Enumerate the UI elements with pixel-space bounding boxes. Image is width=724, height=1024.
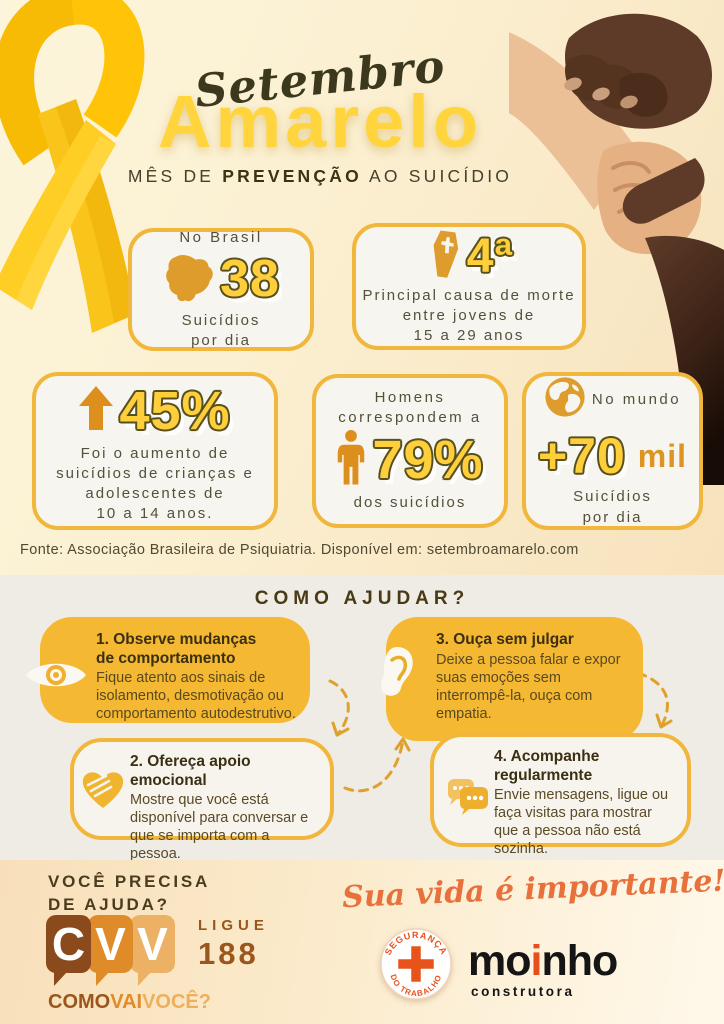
help-card-body: Deixe a pessoa falar e expor suas emoçõe…	[436, 651, 621, 722]
stat-card-brazil: No Brasil 38 Suicídios por dia	[128, 228, 314, 351]
brand-logo: moinho construtora	[468, 937, 618, 1000]
help-card-observe: 1. Observe mudanças de comportamento Fiq…	[26, 617, 310, 723]
stat-value: +70	[537, 428, 626, 485]
brand-subtitle: construtora	[471, 984, 575, 999]
help-card-listen: 3. Ouça sem julgar Deixe a pessoa falar …	[381, 617, 643, 741]
cvv-letter: V	[137, 918, 168, 970]
stat-caption: dos suicídios	[353, 494, 467, 512]
stat-card-cause-of-death: 4ª Principal causa de morte entre jovens…	[352, 223, 586, 350]
stat-caption: Foi o aumento de suicídios de crianças e…	[56, 444, 254, 523]
cvv-logo: C V V	[46, 915, 175, 986]
red-cross-icon	[395, 943, 437, 985]
cvv-letter-v1: V	[88, 915, 133, 986]
help-card-title: 4. Acompanhe regularmente	[494, 748, 600, 784]
ligue-label: LIGUE	[198, 917, 269, 934]
how-to-help-section: COMO AJUDAR? 1. Observe mudanças de com	[0, 575, 724, 862]
clasped-hands-image	[504, 0, 724, 485]
stat-label: Homens correspondem a	[338, 389, 482, 426]
header-title-block: Setembro Amarelo MÊS DE PREVENÇÃO AO SUI…	[118, 39, 522, 187]
brand-part1: mo	[468, 937, 531, 985]
tagline-como: COMO	[48, 991, 111, 1013]
eye-icon	[24, 657, 88, 698]
help-card-followup: 4. Acompanhe regularmente Envie mensagen…	[430, 733, 691, 857]
subtitle: MÊS DE PREVENÇÃO AO SUICÍDIO	[118, 166, 522, 187]
cvv-letter: C	[51, 918, 86, 970]
stat-unit: mil	[637, 437, 688, 474]
help-card-body: Fique atento aos sinais de isolamento, d…	[96, 670, 296, 723]
subtitle-post: AO SUICÍDIO	[361, 166, 513, 186]
cvv-tagline: COMOVAIVOCÊ?	[48, 991, 211, 1014]
top-section: Setembro Amarelo MÊS DE PREVENÇÃO AO SUI…	[0, 0, 724, 575]
cvv-letter-c: C	[46, 915, 91, 986]
help-card-title: 3. Ouça sem julgar	[436, 631, 574, 648]
globe-icon	[544, 376, 586, 423]
cvv-letter: V	[95, 918, 126, 970]
footer-section: VOCÊ PRECISA DE AJUDA? C V V LIGUE 188 C…	[0, 860, 724, 1024]
stat-value: 4ª	[466, 229, 514, 283]
stat-card-men: Homens correspondem a 79% dos suicídios	[312, 374, 508, 528]
stat-caption: Principal causa de morte entre jovens de…	[362, 286, 576, 345]
tagline-vai: VAI	[110, 991, 143, 1013]
brand-part2: i	[530, 937, 543, 985]
stat-caption: Suicídios por dia	[181, 312, 261, 350]
stat-card-increase: 45% Foi o aumento de suicídios de crianç…	[32, 372, 278, 530]
help-card-body: Envie mensagens, ligue ou faça visitas p…	[494, 787, 669, 858]
stat-card-world: No mundo +70 mil Suicídios por dia	[522, 372, 703, 530]
help-card-support: 2. Ofereça apoio emocional Mostre que vo…	[70, 738, 334, 862]
help-card-title: 2. Ofereça apoio emocional	[130, 753, 251, 789]
tagline-voce: VOCÊ?	[142, 991, 211, 1013]
cvv-letter-v2: V	[130, 915, 175, 986]
brand-name: moinho	[468, 937, 618, 985]
help-section-title: COMO AJUDAR?	[254, 588, 470, 609]
brazil-map-icon	[162, 252, 214, 307]
stat-label: No Brasil	[179, 228, 263, 246]
need-help-heading: VOCÊ PRECISA DE AJUDA?	[48, 872, 211, 914]
brand-part3: nho	[541, 937, 618, 985]
source-citation: Fonte: Associação Brasileira de Psiquiat…	[20, 542, 579, 558]
stat-value: 79%	[372, 430, 484, 491]
yellow-ribbon-icon	[0, 0, 163, 342]
stat-value: 38	[220, 250, 280, 308]
phone-number: 188	[198, 936, 259, 971]
ear-icon	[378, 645, 416, 704]
stat-caption: Suicídios por dia	[573, 488, 652, 526]
person-icon	[336, 429, 366, 491]
safety-badge: SEGURANÇA DO TRABALHO	[380, 928, 452, 1000]
chat-bubbles-icon	[444, 777, 490, 824]
slogan-text: Sua vida é importante!	[341, 863, 724, 916]
main-title: Amarelo	[157, 80, 483, 163]
subtitle-bold: PREVENÇÃO	[222, 166, 362, 186]
stat-value: 45%	[119, 380, 231, 441]
hotline-number: LIGUE 188	[198, 917, 269, 972]
stat-label: No mundo	[591, 391, 682, 408]
coffin-icon	[425, 229, 461, 284]
help-card-title: 1. Observe mudanças de comportamento	[96, 631, 257, 667]
heart-hands-icon	[80, 768, 126, 815]
help-card-body: Mostre que você está disponível para con…	[130, 792, 309, 863]
arrow-up-icon	[79, 386, 114, 435]
subtitle-pre: MÊS DE	[127, 166, 223, 186]
